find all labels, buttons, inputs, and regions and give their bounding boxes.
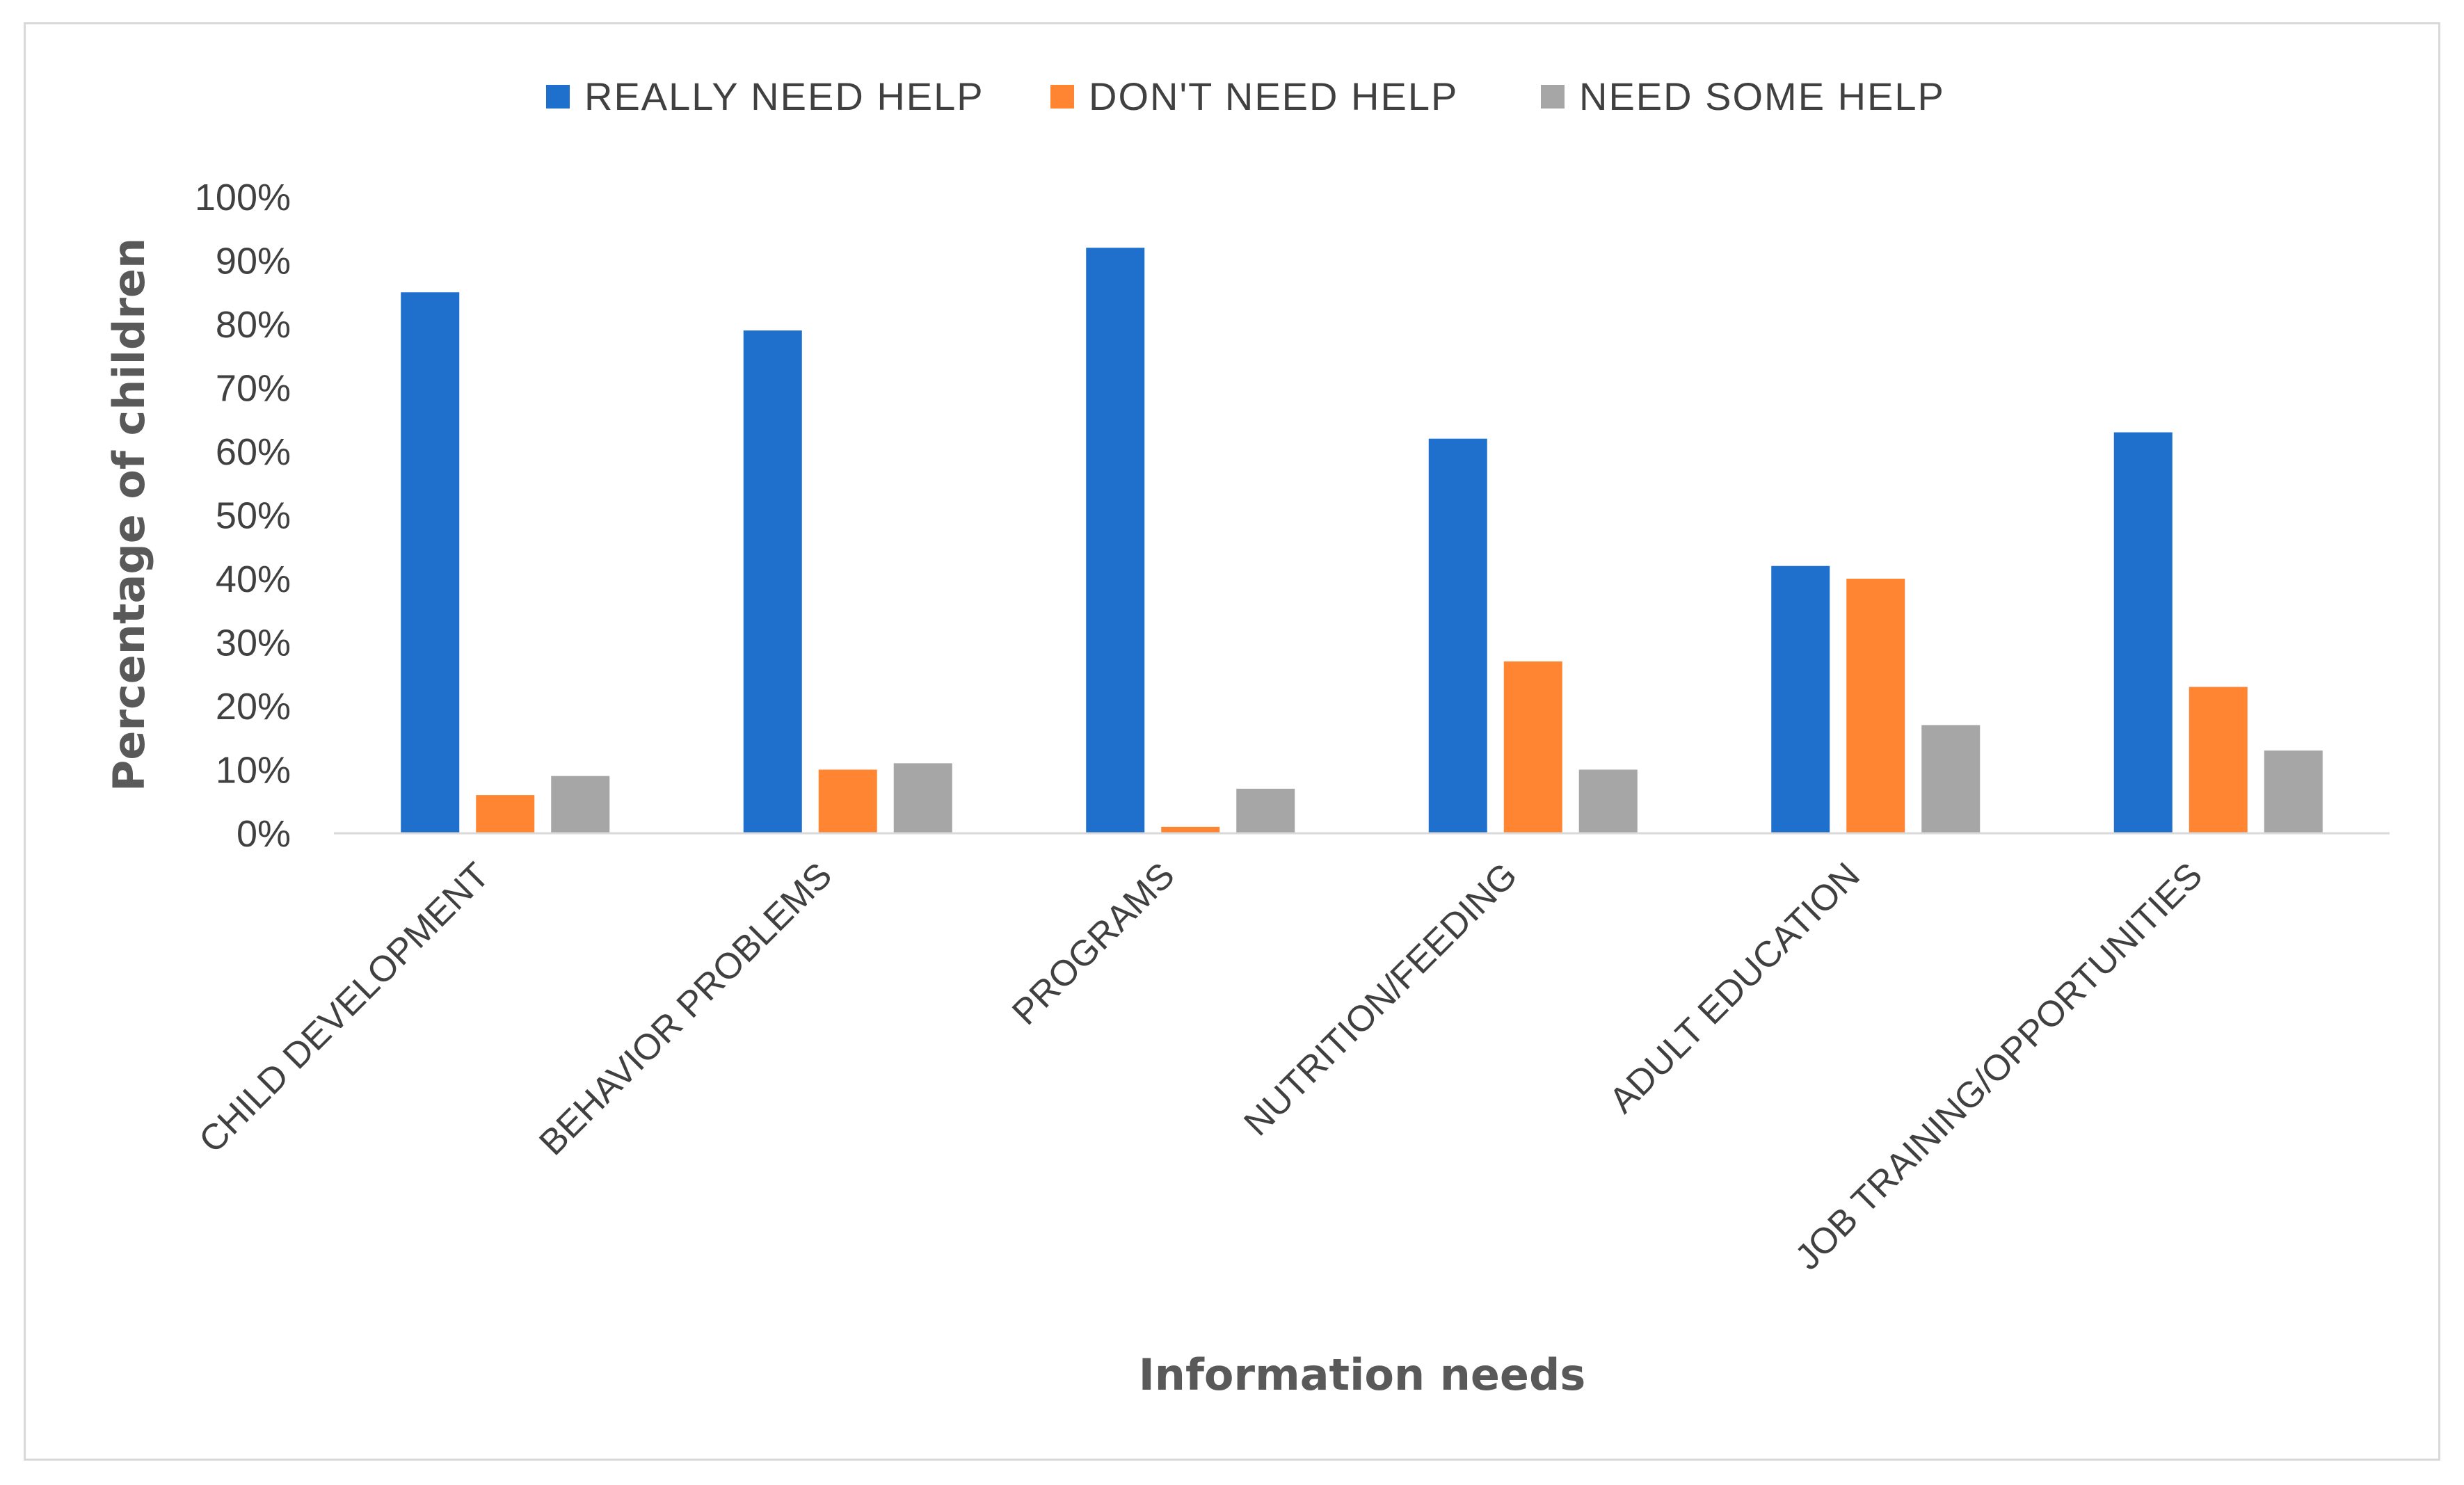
x-axis-ticks: CHILD DEVELOPMENT BEHAVIOR PROBLEMS PROGRA…	[191, 855, 2210, 1278]
y-tick-label: 70%	[216, 368, 291, 410]
y-axis-title: Percentage of children	[104, 238, 154, 792]
x-axis-title: Information needs	[1139, 1349, 1586, 1400]
bar	[1086, 248, 1145, 833]
x-tick-label: CHILD DEVELOPMENT	[191, 855, 497, 1160]
y-tick-label: 40%	[216, 559, 291, 600]
y-tick-label: 90%	[216, 241, 291, 282]
legend-swatch	[546, 85, 570, 109]
legend: REALLY NEED HELP DON'T NEED HELP NEED SOME…	[546, 74, 1945, 118]
y-tick-label: 50%	[216, 495, 291, 537]
bar	[1921, 725, 1981, 833]
x-tick-label: ADULT EDUCATION	[1602, 855, 1868, 1121]
x-tick-label: BEHAVIOR PROBLEMS	[531, 855, 840, 1163]
bars	[401, 248, 2323, 833]
bar	[2189, 687, 2248, 833]
legend-label: DON'T NEED HELP	[1089, 74, 1458, 118]
bar	[818, 769, 877, 833]
y-tick-label: 0%	[237, 813, 291, 855]
y-tick-label: 100%	[195, 177, 291, 218]
x-tick-label: NUTRITION/FEEDING	[1236, 855, 1525, 1143]
legend-label: NEED SOME HELP	[1579, 74, 1945, 118]
legend-item: DON'T NEED HELP	[1050, 74, 1458, 118]
bar	[2264, 750, 2323, 833]
legend-item: REALLY NEED HELP	[546, 74, 984, 118]
bar	[1428, 438, 1487, 833]
bar	[476, 795, 535, 833]
legend-item: NEED SOME HELP	[1541, 74, 1945, 118]
bar	[1578, 769, 1638, 833]
bar	[743, 330, 802, 833]
legend-swatch	[1050, 85, 1074, 109]
bar	[1846, 579, 1905, 833]
y-tick-label: 60%	[216, 431, 291, 473]
x-tick-label: JOB TRAINING/OPPORTUNITIES	[1788, 855, 2211, 1278]
bar	[2113, 432, 2173, 833]
bar	[1236, 788, 1295, 833]
bar	[1503, 661, 1562, 833]
legend-swatch	[1541, 85, 1565, 109]
bar	[893, 763, 952, 833]
bar	[1771, 565, 1830, 833]
y-tick-label: 80%	[216, 304, 291, 346]
legend-label: REALLY NEED HELP	[584, 74, 984, 118]
y-tick-label: 30%	[216, 623, 291, 664]
bar	[551, 776, 610, 833]
x-tick-label: PROGRAMS	[1005, 855, 1183, 1033]
y-tick-label: 10%	[216, 750, 291, 792]
y-tick-label: 20%	[216, 686, 291, 728]
bar	[1161, 826, 1220, 833]
bar	[401, 292, 460, 833]
y-axis-ticks: 0% 10% 20% 30% 40% 50% 60% 70% 80% 90% 100%	[195, 177, 291, 855]
